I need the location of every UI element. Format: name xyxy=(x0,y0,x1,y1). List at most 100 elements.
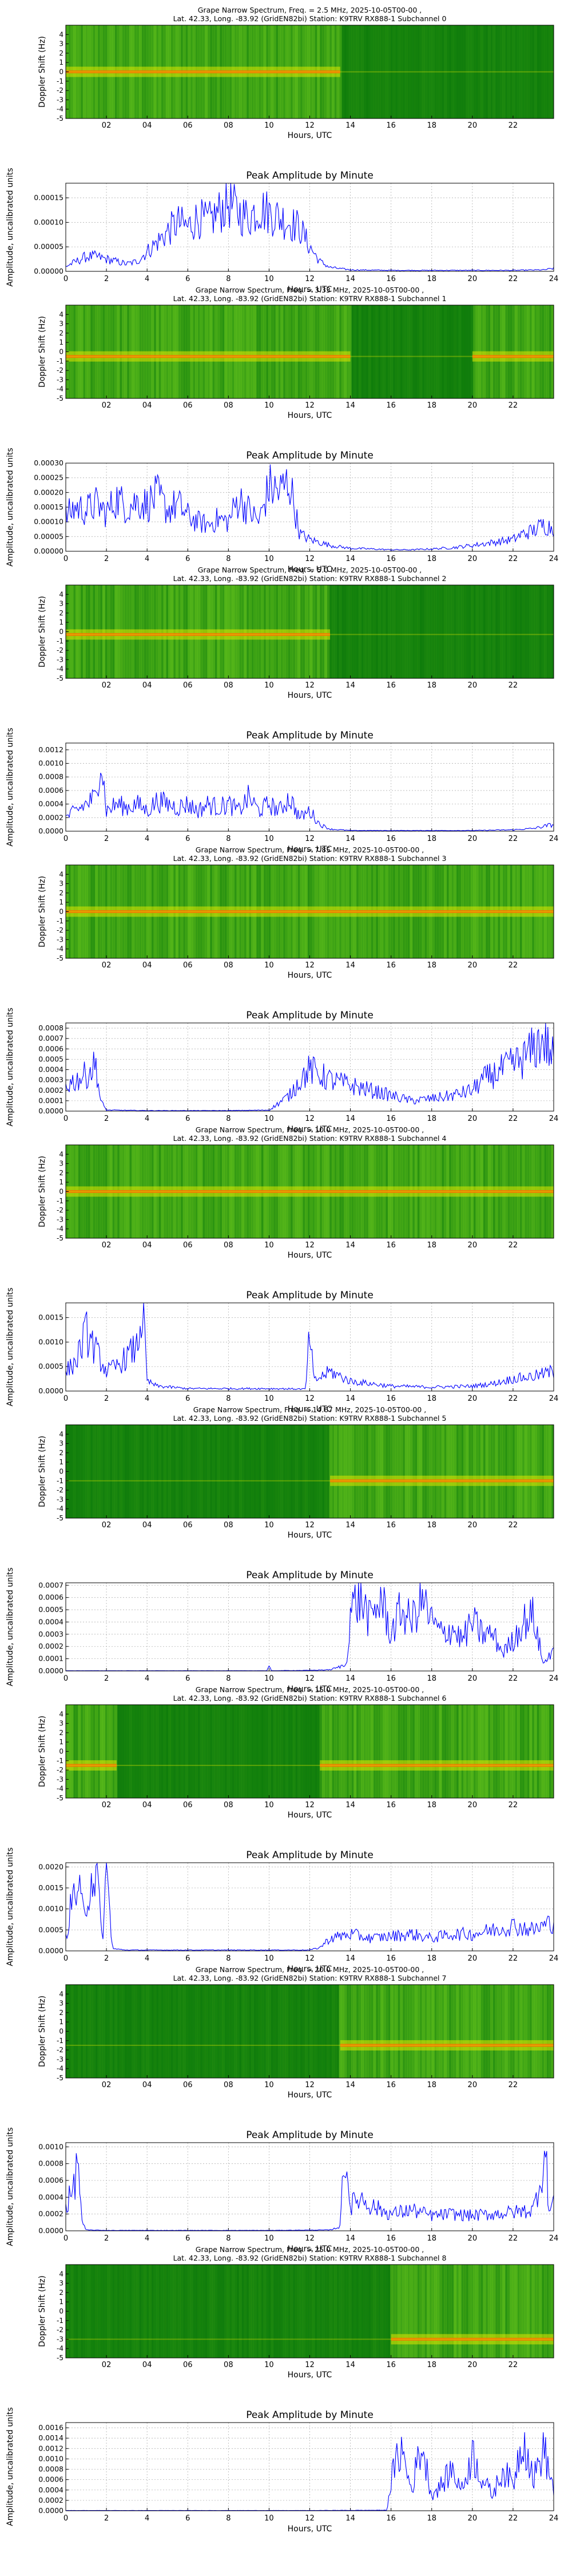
amplitude-xtick-label: 14 xyxy=(345,1394,355,1403)
amplitude-series-line xyxy=(65,2151,554,2231)
amplitude-xtick-label: 12 xyxy=(305,275,315,283)
amplitude-xtick-label: 2 xyxy=(104,2514,109,2523)
spectrum-ytick-label: -3 xyxy=(57,96,63,104)
amplitude-ytick-label: 0.0007 xyxy=(38,1034,63,1042)
spectrum-ytick-label: 0 xyxy=(59,2028,63,2036)
spectrum-ytick-label: 0 xyxy=(59,348,63,356)
spectrum-title-line2: Lat. 42.33, Long. -83.92 (GridEN82bi) St… xyxy=(173,1974,447,1982)
spectrum-ytick-label: -5 xyxy=(57,1794,63,1802)
amplitude-xtick-label: 6 xyxy=(185,275,190,283)
spectrum-xtick-label: 14 xyxy=(345,1241,355,1250)
spectrum-title-line2: Lat. 42.33, Long. -83.92 (GridEN82bi) St… xyxy=(173,294,447,303)
amplitude-xtick-label: 20 xyxy=(468,2234,478,2243)
amplitude-xlabel: Hours, UTC xyxy=(288,1685,332,1694)
amplitude-xtick-label: 10 xyxy=(264,1394,274,1403)
amplitude-ytick-label: 0.0000 xyxy=(38,2506,63,2515)
amplitude-xtick-label: 8 xyxy=(226,835,231,843)
amplitude-xlabel: Hours, UTC xyxy=(288,285,332,294)
amplitude-xtick-label: 16 xyxy=(386,1394,396,1403)
spectrum-xtick-label: 22 xyxy=(509,2361,518,2369)
amplitude-ytick-label: 0.0003 xyxy=(38,1630,63,1638)
amplitude-ytick-label: 0.0005 xyxy=(38,1925,63,1934)
amplitude-xtick-label: 14 xyxy=(345,1954,355,1963)
amplitude-xtick-label: 4 xyxy=(145,1394,149,1403)
amplitude-ytick-label: 0.0000 xyxy=(38,1946,63,1955)
amplitude-xtick-label: 6 xyxy=(185,1954,190,1963)
spectrum-title-line2: Lat. 42.33, Long. -83.92 (GridEN82bi) St… xyxy=(173,1414,447,1423)
spectrum-xtick-label: 20 xyxy=(468,1801,478,1809)
amplitude-xtick-label: 4 xyxy=(145,1674,149,1683)
amplitude-ytick-label: 0.0008 xyxy=(38,1024,63,1032)
spectrum-ytick-label: 4 xyxy=(59,30,63,38)
spectrum-xtick-label: 08 xyxy=(224,681,233,690)
amplitude-xtick-label: 8 xyxy=(226,1954,231,1963)
amplitude-ytick-label: 0.0001 xyxy=(38,1096,63,1105)
amplitude-xlabel: Hours, UTC xyxy=(288,1965,332,1974)
amplitude-xtick-label: 6 xyxy=(185,1674,190,1683)
amplitude-ytick-label: 0.0000 xyxy=(38,1666,63,1675)
amplitude-frame xyxy=(65,463,554,552)
spectrum-ytick-label: -1 xyxy=(57,77,63,85)
spectrum-ytick-label: 3 xyxy=(59,600,63,608)
amplitude-ytick-label: 0.0002 xyxy=(38,813,63,821)
amplitude-xtick-label: 14 xyxy=(345,835,355,843)
amplitude-xtick-label: 24 xyxy=(549,2514,559,2523)
spectrum-xtick-label: 02 xyxy=(102,681,112,690)
amplitude-ytick-label: 0.0002 xyxy=(38,1642,63,1650)
spectrum-title-line1: Grape Narrow Spectrum, Freq. = 3.33 MHz,… xyxy=(196,286,424,294)
amplitude-ytick-label: 0.0008 xyxy=(38,772,63,781)
spectrum-xtick-label: 02 xyxy=(102,2081,112,2089)
spectrum-xtick-label: 06 xyxy=(183,2361,193,2369)
spectrum-ytick-label: -4 xyxy=(57,2345,63,2353)
amplitude-xtick-label: 8 xyxy=(226,1115,231,1123)
amplitude-xtick-label: 2 xyxy=(104,835,109,843)
spectrum-texture xyxy=(66,1705,554,1798)
amplitude-title: Peak Amplitude by Minute xyxy=(246,1850,374,1861)
amplitude-ytick-label: 0.00025 xyxy=(34,473,63,482)
spectrum-ytick-label: -1 xyxy=(57,2317,63,2325)
spectrum-xtick-label: 22 xyxy=(509,2081,518,2089)
amplitude-ytick-label: 0.0005 xyxy=(38,1362,63,1370)
spectrum-xtick-label: 12 xyxy=(305,121,315,130)
spectrum-title-line1: Grape Narrow Spectrum, Freq. = 7.85 MHz,… xyxy=(196,846,424,854)
spectrum-ytick-label: -3 xyxy=(57,2055,63,2063)
amplitude-ytick-label: 0.0006 xyxy=(38,1044,63,1053)
amplitude-xtick-label: 4 xyxy=(145,555,149,563)
amplitude-xtick-label: 0 xyxy=(63,2514,68,2523)
amplitude-xtick-label: 14 xyxy=(345,1674,355,1683)
spectrum-xtick-label: 06 xyxy=(183,1521,193,1530)
spectrum-ylabel: Doppler Shift (Hz) xyxy=(38,1436,47,1507)
amplitude-frame xyxy=(65,1582,554,1672)
amplitude-xtick-label: 12 xyxy=(305,2514,315,2523)
amplitude-xtick-label: 16 xyxy=(386,1674,396,1683)
spectrum-xtick-label: 12 xyxy=(305,1521,315,1530)
spectrum-ytick-label: 0 xyxy=(59,628,63,636)
amplitude-xtick-label: 20 xyxy=(468,1954,478,1963)
spectrum-ytick-label: 3 xyxy=(59,1440,63,1448)
amplitude-xlabel: Hours, UTC xyxy=(288,565,332,574)
spectrum-carrier-band xyxy=(66,1186,554,1197)
spectrum-ytick-label: -1 xyxy=(57,1757,63,1765)
spectrum-xtick-label: 14 xyxy=(345,1521,355,1530)
spectrum-xtick-label: 20 xyxy=(468,1521,478,1530)
spectrum-ytick-label: -3 xyxy=(57,376,63,384)
spectrum-ylabel: Doppler Shift (Hz) xyxy=(38,876,47,947)
amplitude-xtick-label: 10 xyxy=(264,555,274,563)
spectrum-xtick-label: 16 xyxy=(386,2081,396,2089)
amplitude-ytick-label: 0.0002 xyxy=(38,1086,63,1095)
spectrum-panel: Grape Narrow Spectrum, Freq. = 7.85 MHz,… xyxy=(38,846,554,980)
spectrum-ytick-label: 1 xyxy=(59,618,63,626)
amplitude-ytick-label: 0.0001 xyxy=(38,1654,63,1663)
spectrum-ytick-label: -2 xyxy=(57,646,63,654)
spectrum-texture xyxy=(66,1985,554,2078)
amplitude-xtick-label: 16 xyxy=(386,1954,396,1963)
amplitude-xtick-label: 0 xyxy=(63,275,68,283)
amplitude-ytick-label: 0.00005 xyxy=(34,242,63,251)
spectrum-carrier-band xyxy=(66,906,554,917)
amplitude-xtick-label: 24 xyxy=(549,1115,559,1123)
amplitude-xtick-label: 12 xyxy=(305,1394,315,1403)
amplitude-xtick-label: 16 xyxy=(386,835,396,843)
amplitude-xtick-label: 6 xyxy=(185,2234,190,2243)
spectrum-ytick-label: 4 xyxy=(59,310,63,318)
spectrum-xlabel: Hours, UTC xyxy=(288,1531,332,1540)
